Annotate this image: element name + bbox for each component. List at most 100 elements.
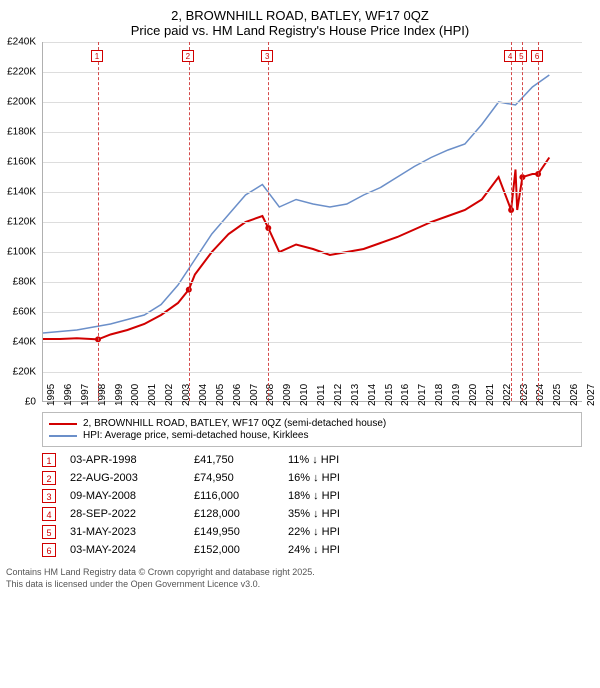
x-axis-label: 2006 [232,384,243,406]
transaction-marker-line [98,42,99,401]
x-axis-label: 2026 [569,384,580,406]
y-axis-label: £220K [0,67,36,78]
gridline [43,282,582,283]
y-axis-label: £40K [0,337,36,348]
legend-label: 2, BROWNHILL ROAD, BATLEY, WF17 0QZ (sem… [83,418,386,429]
gridline [43,252,582,253]
y-axis-label: £60K [0,307,36,318]
transaction-marker-line [268,42,269,401]
gridline [43,312,582,313]
transaction-number: 6 [42,543,56,557]
footer-line: Contains HM Land Registry data © Crown c… [6,567,594,579]
transaction-vs-hpi: 24% ↓ HPI [288,544,408,556]
title-block: 2, BROWNHILL ROAD, BATLEY, WF17 0QZ Pric… [0,8,600,38]
x-axis-label: 2002 [164,384,175,406]
transaction-number: 2 [42,471,56,485]
x-axis-label: 2001 [147,384,158,406]
gridline [43,162,582,163]
transaction-row: 2 22-AUG-2003 £74,950 16% ↓ HPI [42,471,582,485]
y-axis-label: £140K [0,187,36,198]
transaction-vs-hpi: 11% ↓ HPI [288,454,408,466]
x-axis-label: 2023 [519,384,530,406]
y-axis-label: £100K [0,247,36,258]
x-axis-label: 2007 [249,384,260,406]
chart-title-sub: Price paid vs. HM Land Registry's House … [0,23,600,38]
transaction-marker-label: 2 [182,50,194,62]
gridline [43,372,582,373]
x-axis-label: 2024 [535,384,546,406]
transaction-price: £41,750 [194,454,274,466]
chart-container: 2, BROWNHILL ROAD, BATLEY, WF17 0QZ Pric… [0,8,600,688]
gridline [43,192,582,193]
x-axis-label: 1995 [46,384,57,406]
transaction-row: 428-SEP-2022£128,00035% ↓ HPI [42,507,582,521]
transaction-price: £128,000 [194,508,274,520]
gridline [43,222,582,223]
x-axis-label: 2011 [316,384,327,406]
transaction-price: £74,950 [194,472,274,484]
transaction-price: £149,950 [194,526,274,538]
transaction-marker-line [538,42,539,401]
x-axis-label: 2027 [586,384,597,406]
legend-item: 2, BROWNHILL ROAD, BATLEY, WF17 0QZ (sem… [49,418,575,429]
legend-item: HPI: Average price, semi-detached house,… [49,430,575,441]
x-axis-label: 2008 [265,384,276,406]
footer-line: This data is licensed under the Open Gov… [6,579,594,591]
transaction-date: 09-MAY-2008 [70,490,180,502]
x-axis-label: 2016 [400,384,411,406]
chart-area: £0£20K£40K£60K£80K£100K£120K£140K£160K£1… [42,42,600,402]
x-axis-label: 2003 [181,384,192,406]
x-axis-label: 2005 [215,384,226,406]
transaction-vs-hpi: 22% ↓ HPI [288,526,408,538]
transaction-vs-hpi: 16% ↓ HPI [288,472,408,484]
transaction-row: 1 03-APR-1998 £41,750 11% ↓ HPI [42,453,582,467]
x-axis-label: 2009 [282,384,293,406]
transaction-date: 22-AUG-2003 [70,472,180,484]
transactions-table: 1 03-APR-1998 £41,750 11% ↓ HPI 2 22-AUG-2003… [42,453,582,557]
transaction-marker-label: 1 [91,50,103,62]
transaction-row: 603-MAY-2024£152,00024% ↓ HPI [42,543,582,557]
plot-area: £0£20K£40K£60K£80K£100K£120K£140K£160K£1… [42,42,582,402]
y-axis-label: £80K [0,277,36,288]
transaction-marker-label: 6 [531,50,543,62]
transaction-marker-line [189,42,190,401]
x-axis-label: 2025 [552,384,563,406]
x-axis-label: 2000 [130,384,141,406]
transaction-marker-line [511,42,512,401]
x-axis-label: 2010 [299,384,310,406]
transaction-vs-hpi: 18% ↓ HPI [288,490,408,502]
x-axis-label: 2013 [350,384,361,406]
x-axis-label: 2004 [198,384,209,406]
transaction-date: 03-APR-1998 [70,454,180,466]
transaction-date: 31-MAY-2023 [70,526,180,538]
transaction-vs-hpi: 35% ↓ HPI [288,508,408,520]
legend-swatch [49,435,77,437]
gridline [43,132,582,133]
transaction-marker-label: 3 [261,50,273,62]
gridline [43,102,582,103]
y-axis-label: £20K [0,367,36,378]
transaction-number: 4 [42,507,56,521]
x-axis-label: 2014 [367,384,378,406]
legend-label: HPI: Average price, semi-detached house,… [83,430,309,441]
legend-swatch [49,423,77,425]
y-axis-label: £160K [0,157,36,168]
x-axis-label: 1999 [114,384,125,406]
transaction-row: 531-MAY-2023£149,95022% ↓ HPI [42,525,582,539]
transaction-number: 1 [42,453,56,467]
y-axis-label: £240K [0,37,36,48]
footer-attribution: Contains HM Land Registry data © Crown c… [6,567,594,590]
transaction-date: 03-MAY-2024 [70,544,180,556]
transaction-number: 3 [42,489,56,503]
gridline [43,72,582,73]
transaction-marker-label: 5 [515,50,527,62]
gridline [43,342,582,343]
y-axis-label: £120K [0,217,36,228]
x-axis-label: 2021 [485,384,496,406]
x-axis-label: 2020 [468,384,479,406]
legend: 2, BROWNHILL ROAD, BATLEY, WF17 0QZ (sem… [42,412,582,447]
x-axis-label: 2015 [384,384,395,406]
y-axis-label: £180K [0,127,36,138]
chart-title-address: 2, BROWNHILL ROAD, BATLEY, WF17 0QZ [0,8,600,23]
x-axis-label: 2017 [417,384,428,406]
